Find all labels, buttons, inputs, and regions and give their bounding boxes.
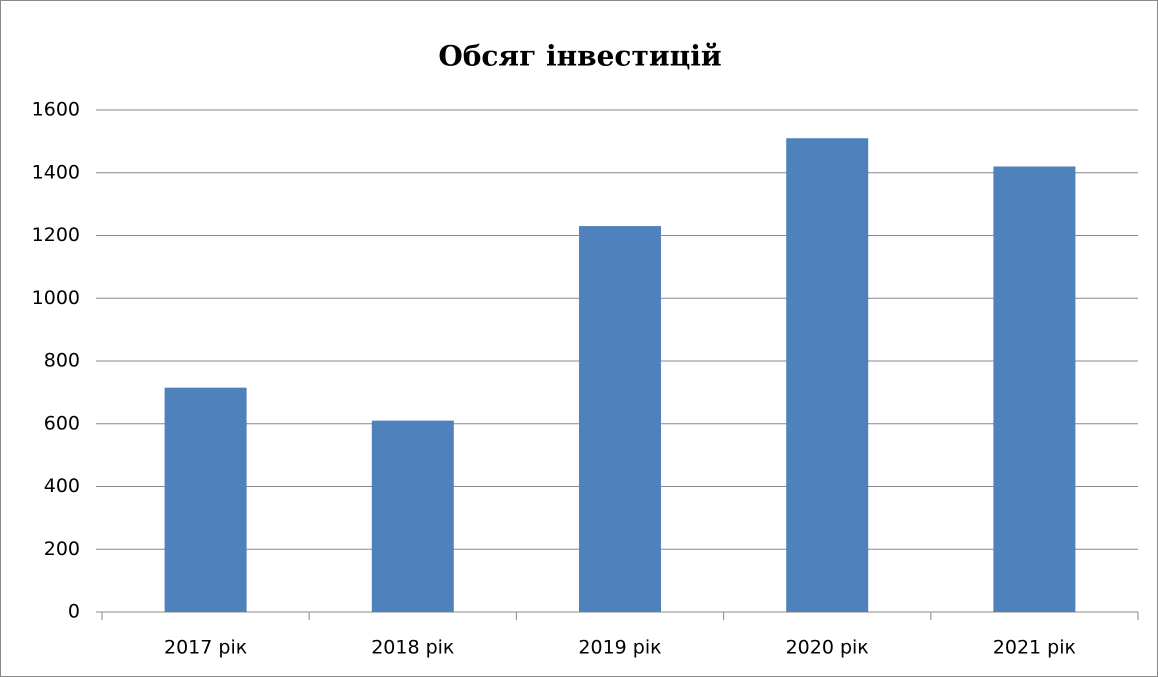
- y-tick-label: 1200: [32, 224, 80, 246]
- y-tick-label: 400: [44, 475, 80, 497]
- chart: Обсяг інвестицій 0 200 400 600 800 1000 1200 14…: [0, 0, 1158, 677]
- bar: [165, 388, 247, 612]
- x-tick-label: 2020 рік: [786, 637, 869, 659]
- y-tick-label: 200: [44, 538, 80, 560]
- x-tick-label: 2021 рік: [993, 637, 1076, 659]
- y-tick-label: 1600: [32, 99, 80, 121]
- y-tick-label: 800: [44, 350, 80, 372]
- y-tick-label: 600: [44, 412, 80, 434]
- y-tick-label: 1400: [32, 161, 80, 183]
- y-tick-label: 1000: [32, 287, 80, 309]
- bar: [993, 166, 1075, 612]
- x-tick-label: 2019 рік: [578, 637, 661, 659]
- chart-title: Обсяг інвестицій: [438, 40, 721, 73]
- x-tick-label: 2018 рік: [371, 637, 454, 659]
- x-tick-label: 2017 рік: [164, 637, 247, 659]
- bar: [372, 421, 454, 612]
- bar: [579, 226, 661, 612]
- y-tick-label: 0: [68, 601, 80, 623]
- bar: [786, 138, 868, 612]
